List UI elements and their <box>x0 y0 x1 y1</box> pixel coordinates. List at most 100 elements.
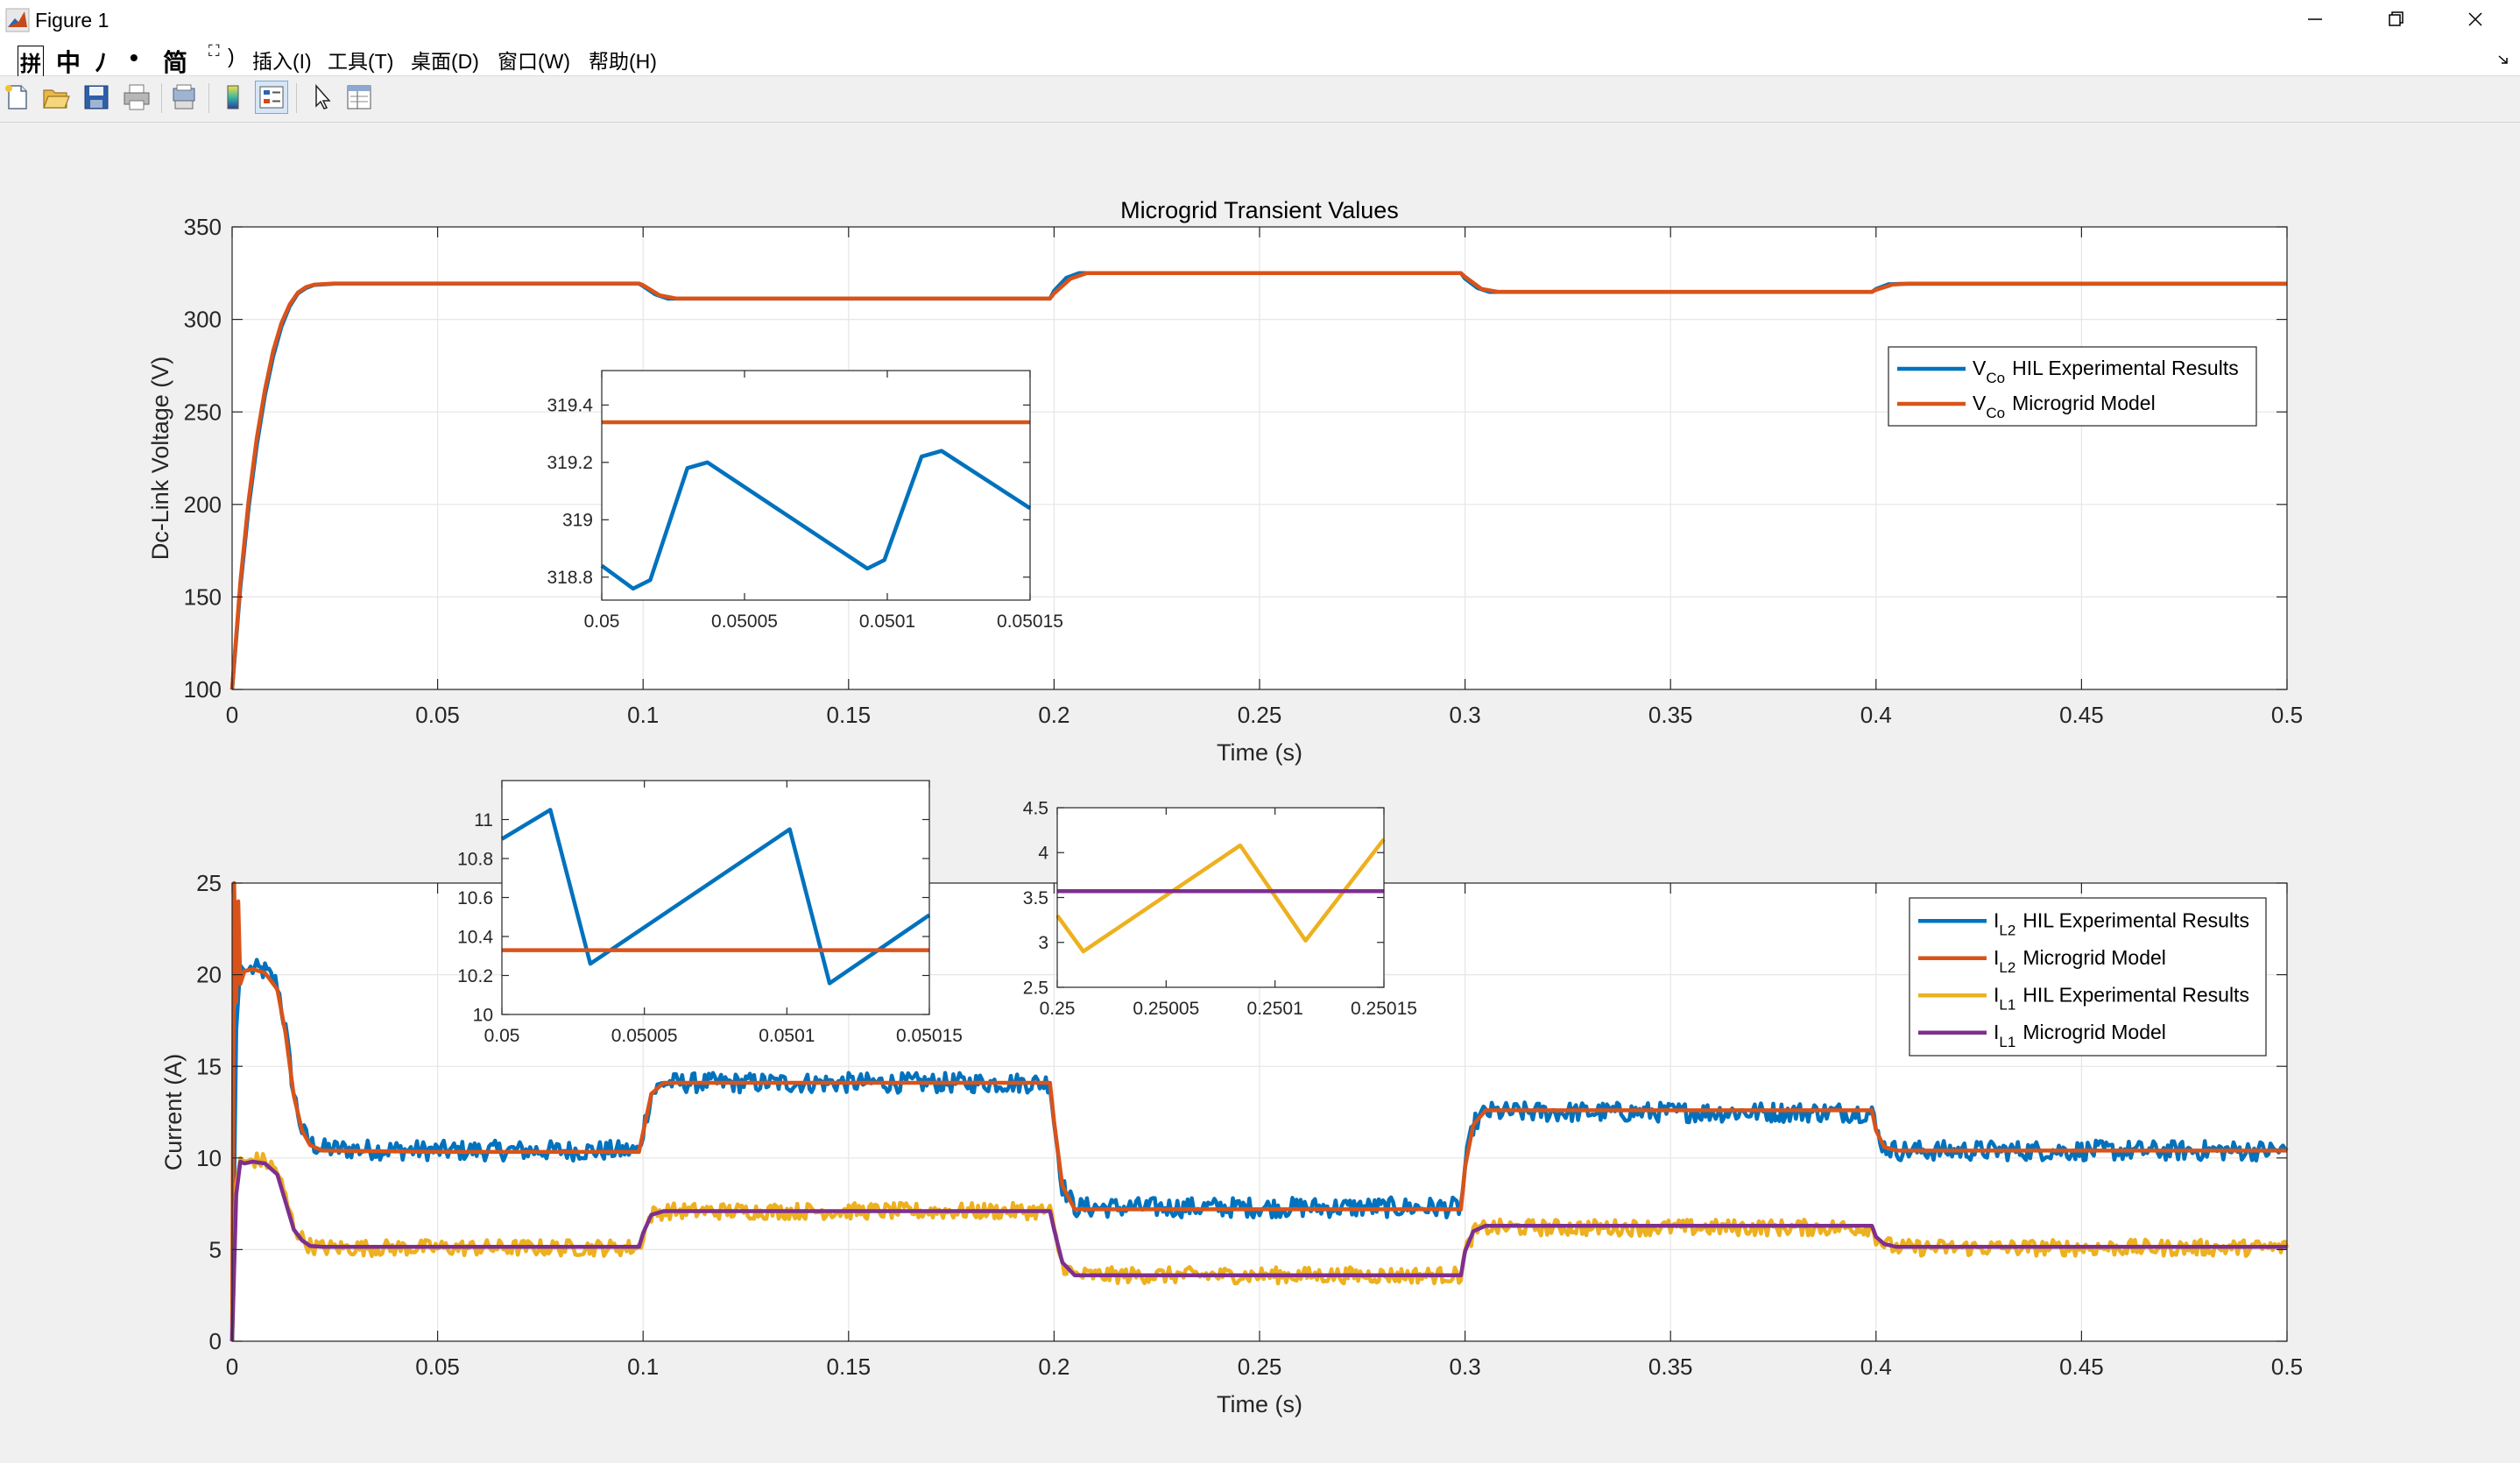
x-tick-label: 0.15 <box>826 702 871 728</box>
ime-pinyin-icon[interactable]: 拼 <box>18 46 44 78</box>
legend-symbol: I <box>1994 983 1999 1006</box>
legend-text: HIL Experimental Results <box>2022 908 2249 931</box>
y-tick-label: 100 <box>184 676 222 703</box>
legend-entry: IL2 Microgrid Model <box>1994 946 2166 976</box>
x-tick-label: 0.45 <box>2059 1353 2104 1380</box>
y-tick-label: 10.6 <box>457 888 493 908</box>
legend-subscript: L1 <box>1999 1034 2015 1050</box>
x-tick-label: 0.05 <box>584 611 620 632</box>
x-tick-label: 0 <box>226 1353 238 1380</box>
menu-partial-label[interactable]: ) <box>228 45 235 67</box>
print-preview-icon[interactable] <box>168 81 200 113</box>
x-tick-label: 0.05015 <box>896 1026 963 1046</box>
y-tick-label: 25 <box>196 870 222 896</box>
legend-entry: IL1 Microgrid Model <box>1994 1021 2166 1050</box>
current-x-axis-label: Time (s) <box>1217 1391 1302 1417</box>
x-tick-label: 0.5 <box>2271 1353 2303 1380</box>
minimize-icon[interactable] <box>2275 0 2355 40</box>
y-tick-label: 4 <box>1038 844 1048 864</box>
current-inset-2-plot-area <box>1057 808 1384 987</box>
x-tick-label: 0.35 <box>1648 1353 1693 1380</box>
legend-entry: VCo Microgrid Model <box>1973 392 2156 421</box>
y-tick-label: 250 <box>184 399 222 425</box>
legend-text: Microgrid Model <box>2022 1021 2166 1043</box>
legend-frame <box>1909 897 2267 1057</box>
current-inset-2-series-0 <box>1055 838 1386 954</box>
y-tick-label: 150 <box>184 584 222 611</box>
menu-help[interactable]: 帮助(H) <box>589 50 657 73</box>
x-tick-label: 0.05015 <box>997 611 1063 632</box>
toolbar-separator <box>296 83 297 113</box>
legend-text: HIL Experimental Results <box>2012 357 2239 379</box>
legend-entry: VCo HIL Experimental Results <box>1973 357 2239 386</box>
legend-text: Microgrid Model <box>2012 392 2156 414</box>
colorbar-icon[interactable] <box>217 81 249 113</box>
ime-soft-keyboard-icon[interactable]: ⛶ <box>208 42 220 60</box>
x-tick-label: 0.2 <box>1038 1353 1069 1380</box>
x-tick-label: 0.05 <box>415 1353 460 1380</box>
new-figure-icon[interactable] <box>2 81 33 113</box>
x-tick-label: 0.35 <box>1648 702 1693 728</box>
legend-layer: VCo HIL Experimental Results VCo Microgrid … <box>1888 346 2267 1057</box>
y-tick-label: 319 <box>562 511 593 531</box>
legend-symbol: I <box>1994 946 1999 969</box>
voltage-y-axis-label: Dc-Link Voltage (V) <box>147 357 173 561</box>
legend-subscript: Co <box>1986 405 2005 421</box>
x-tick-label: 0.25005 <box>1133 999 1199 1019</box>
legend-entry: IL1 HIL Experimental Results <box>1994 983 2249 1013</box>
current-series-1 <box>229 880 2287 1342</box>
menu-window[interactable]: 窗口(W) <box>498 50 571 73</box>
x-tick-label: 0.25015 <box>1351 999 1417 1019</box>
current-y-axis-label: Current (A) <box>160 1054 187 1171</box>
current-series-3 <box>229 1159 2287 1342</box>
y-tick-label: 11 <box>474 810 493 830</box>
close-icon[interactable] <box>2436 0 2516 40</box>
y-tick-label: 10.8 <box>457 849 493 869</box>
toolbar-separator <box>161 83 162 113</box>
voltage-x-axis-label: Time (s) <box>1217 739 1302 766</box>
y-tick-label: 10.4 <box>457 927 493 947</box>
ime-chinese-icon[interactable]: 中 <box>56 49 81 76</box>
x-tick-label: 0.25 <box>1040 999 1076 1019</box>
restore-icon[interactable] <box>2355 0 2436 40</box>
x-tick-label: 0.05 <box>415 702 460 728</box>
pointer-icon[interactable] <box>307 81 338 113</box>
x-tick-label: 0.05005 <box>611 1026 678 1046</box>
y-tick-label: 318.8 <box>547 568 593 588</box>
property-inspector-icon[interactable] <box>343 81 375 113</box>
y-tick-label: 10.2 <box>457 966 493 986</box>
y-tick-label: 319.4 <box>547 396 593 416</box>
menu-desktop[interactable]: 桌面(D) <box>411 50 479 73</box>
legend-icon[interactable] <box>255 81 288 114</box>
menu-insert[interactable]: 插入(I) <box>252 50 312 73</box>
figure-toolbar <box>0 76 2520 123</box>
x-tick-label: 0.45 <box>2059 702 2104 728</box>
current-inset-1-plot-area <box>502 781 929 1014</box>
x-tick-label: 0 <box>226 702 238 728</box>
legend-text: HIL Experimental Results <box>2022 983 2249 1006</box>
voltage-inset-box <box>601 370 1031 601</box>
ime-simplified-icon[interactable]: 简 <box>163 49 188 76</box>
open-file-icon[interactable] <box>40 81 72 113</box>
x-tick-label: 0.4 <box>1860 702 1892 728</box>
voltage-series-1 <box>229 271 2287 690</box>
matlab-icon <box>5 8 30 32</box>
menu-bar: 拼 中 ﾉ • 简 ⛶ ) 插入(I) 工具(T) 桌面(D) 窗口(W) 帮助… <box>0 40 2520 78</box>
current-inset-1-series-0 <box>500 808 931 986</box>
ime-halfwidth-icon[interactable]: ﾉ <box>95 49 108 76</box>
current-inset-1-axes: 0.05 0.05005 0.0501 0.05015 10 10.2 10.4 10.6 10… <box>457 780 963 1046</box>
save-icon[interactable] <box>81 81 112 113</box>
menu-tools[interactable]: 工具(T) <box>328 50 394 73</box>
ime-punctuation-icon[interactable]: • <box>130 44 138 71</box>
legend-symbol: V <box>1973 392 1987 414</box>
y-tick-label: 319.2 <box>547 453 593 473</box>
y-tick-label: 0 <box>209 1328 222 1354</box>
x-tick-label: 0.3 <box>1450 702 1481 728</box>
window-title-bar[interactable]: Figure 1 <box>0 0 2520 40</box>
print-icon[interactable] <box>121 81 152 113</box>
dock-arrow-icon[interactable] <box>2496 53 2510 67</box>
x-tick-label: 0.15 <box>826 1353 871 1380</box>
x-tick-label: 0.5 <box>2271 702 2303 728</box>
y-tick-label: 20 <box>196 962 222 988</box>
